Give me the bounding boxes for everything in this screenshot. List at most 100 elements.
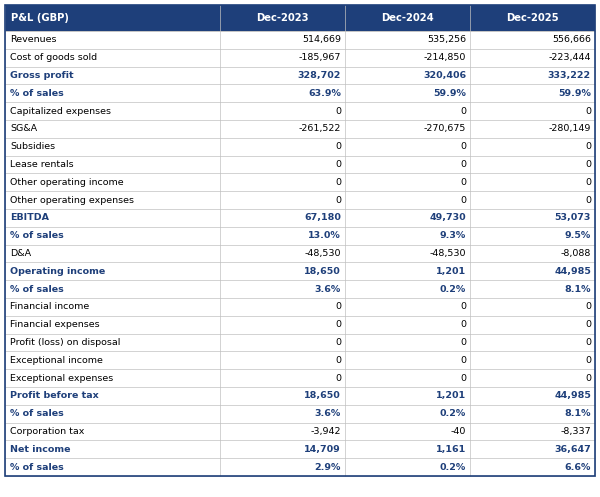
Text: Profit (loss) on disposal: Profit (loss) on disposal (10, 338, 121, 347)
Text: -270,675: -270,675 (424, 124, 466, 133)
Text: % of sales: % of sales (10, 231, 64, 240)
Text: 0: 0 (585, 106, 591, 116)
Text: 0: 0 (585, 356, 591, 365)
Text: 44,985: 44,985 (554, 267, 591, 276)
Text: EBITDA: EBITDA (10, 213, 49, 222)
Bar (5, 316, 595, 333)
Bar (5, 227, 595, 245)
Text: -48,530: -48,530 (305, 249, 341, 258)
Text: 0: 0 (460, 374, 466, 383)
Text: Gross profit: Gross profit (10, 71, 74, 80)
Text: -185,967: -185,967 (299, 53, 341, 62)
Text: 3.6%: 3.6% (315, 285, 341, 294)
Text: 0: 0 (460, 106, 466, 116)
Bar (5, 209, 595, 227)
Text: SG&A: SG&A (10, 124, 37, 133)
Text: 0: 0 (335, 160, 341, 169)
Text: Corporation tax: Corporation tax (10, 427, 85, 436)
Bar (5, 387, 595, 405)
Text: 9.5%: 9.5% (565, 231, 591, 240)
Text: Other operating expenses: Other operating expenses (10, 196, 134, 205)
Text: 13.0%: 13.0% (308, 231, 341, 240)
Bar (5, 333, 595, 351)
Text: 63.9%: 63.9% (308, 89, 341, 98)
Text: 328,702: 328,702 (298, 71, 341, 80)
Bar (5, 156, 595, 173)
Text: Other operating income: Other operating income (10, 178, 124, 187)
Text: Revenues: Revenues (10, 35, 56, 44)
Text: 0: 0 (585, 142, 591, 151)
Text: -280,149: -280,149 (548, 124, 591, 133)
Text: 0.2%: 0.2% (440, 285, 466, 294)
Text: 0: 0 (585, 160, 591, 169)
Text: 53,073: 53,073 (554, 213, 591, 222)
Text: 6.6%: 6.6% (565, 463, 591, 472)
Text: 320,406: 320,406 (423, 71, 466, 80)
Text: Net income: Net income (10, 445, 71, 454)
Bar (5, 262, 595, 280)
Text: 2.9%: 2.9% (314, 463, 341, 472)
Text: Dec-2024: Dec-2024 (381, 13, 434, 23)
Bar (5, 245, 595, 262)
Text: 0: 0 (460, 302, 466, 312)
Text: Profit before tax: Profit before tax (10, 392, 99, 401)
Text: % of sales: % of sales (10, 89, 64, 98)
Text: 0: 0 (460, 356, 466, 365)
Bar (5, 440, 595, 458)
Text: Capitalized expenses: Capitalized expenses (10, 106, 111, 116)
Text: -3,942: -3,942 (311, 427, 341, 436)
Text: Cost of goods sold: Cost of goods sold (10, 53, 97, 62)
Text: 0: 0 (335, 178, 341, 187)
Text: 1,201: 1,201 (436, 267, 466, 276)
Text: Financial expenses: Financial expenses (10, 320, 100, 329)
Bar (5, 351, 595, 369)
Text: 36,647: 36,647 (554, 445, 591, 454)
Text: 0: 0 (585, 338, 591, 347)
Text: 0: 0 (460, 338, 466, 347)
Text: 0: 0 (585, 302, 591, 312)
Bar (5, 369, 595, 387)
Text: 0: 0 (585, 374, 591, 383)
Bar (5, 49, 595, 67)
Text: Operating income: Operating income (10, 267, 105, 276)
Text: 0: 0 (335, 338, 341, 347)
Text: 1,161: 1,161 (436, 445, 466, 454)
Text: 333,222: 333,222 (548, 71, 591, 80)
Text: -8,337: -8,337 (560, 427, 591, 436)
Text: 0: 0 (460, 196, 466, 205)
Text: Exceptional income: Exceptional income (10, 356, 103, 365)
Bar (5, 67, 595, 84)
Text: 556,666: 556,666 (552, 35, 591, 44)
Text: 0: 0 (585, 196, 591, 205)
Text: 1,201: 1,201 (436, 392, 466, 401)
Text: -261,522: -261,522 (299, 124, 341, 133)
Text: -214,850: -214,850 (424, 53, 466, 62)
Text: 0: 0 (460, 320, 466, 329)
Text: % of sales: % of sales (10, 409, 64, 418)
Text: 0: 0 (460, 142, 466, 151)
Bar (5, 5, 595, 31)
Text: % of sales: % of sales (10, 285, 64, 294)
Bar (5, 298, 595, 316)
Text: 8.1%: 8.1% (565, 409, 591, 418)
Text: 0: 0 (335, 196, 341, 205)
Text: % of sales: % of sales (10, 463, 64, 472)
Text: Lease rentals: Lease rentals (10, 160, 74, 169)
Text: 9.3%: 9.3% (440, 231, 466, 240)
Text: P&L (GBP): P&L (GBP) (11, 13, 69, 23)
Text: 514,669: 514,669 (302, 35, 341, 44)
Text: Dec-2025: Dec-2025 (506, 13, 559, 23)
Text: 0.2%: 0.2% (440, 463, 466, 472)
Bar (5, 405, 595, 422)
Text: 0: 0 (460, 160, 466, 169)
Text: 67,180: 67,180 (304, 213, 341, 222)
Bar (5, 458, 595, 476)
Text: Subsidies: Subsidies (10, 142, 55, 151)
Text: 0: 0 (335, 302, 341, 312)
Text: 0: 0 (335, 106, 341, 116)
Bar (5, 84, 595, 102)
Text: 18,650: 18,650 (304, 267, 341, 276)
Text: 0.2%: 0.2% (440, 409, 466, 418)
Text: -223,444: -223,444 (548, 53, 591, 62)
Bar (5, 120, 595, 138)
